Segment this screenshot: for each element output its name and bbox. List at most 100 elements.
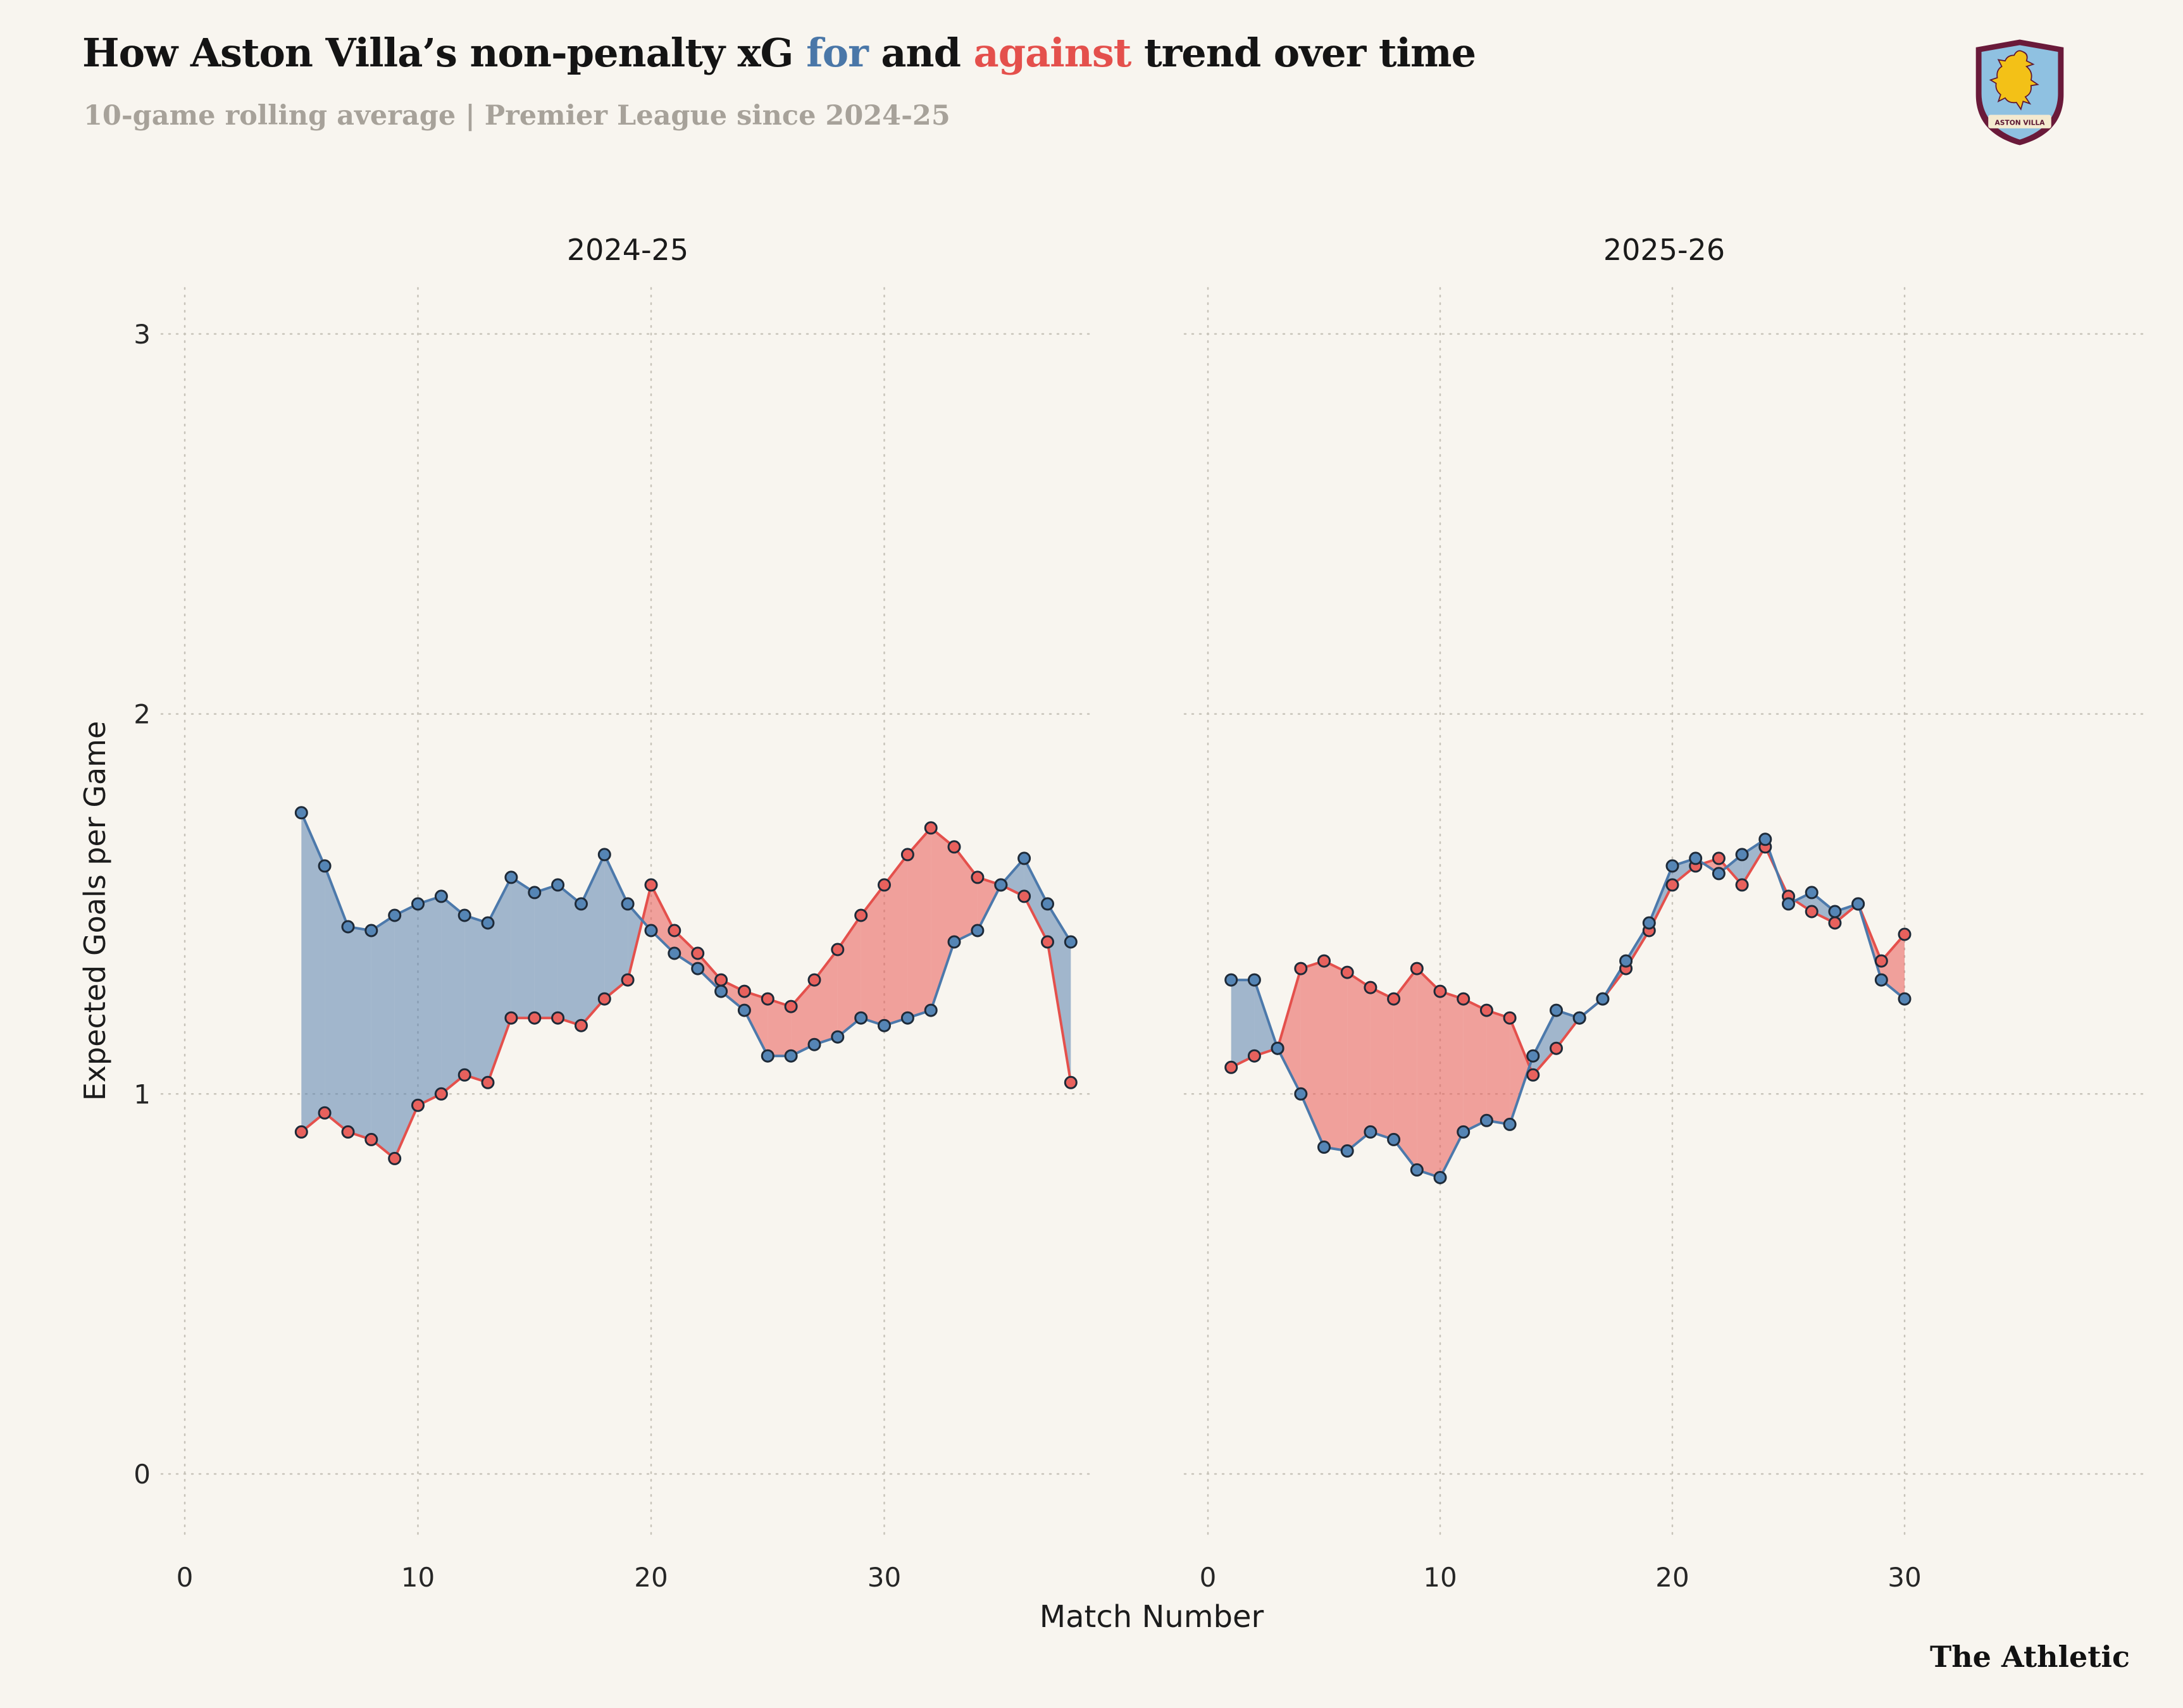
the-athletic-logo: The Athletic [1929, 1640, 2130, 1674]
data-point-for [1735, 848, 1749, 862]
panel-2025-26: 0 10 20 30 [1183, 287, 2148, 1593]
fill-region [511, 877, 535, 1018]
fill-region [1347, 972, 1371, 1151]
fill-region [791, 980, 814, 1056]
data-point-for [1619, 954, 1633, 968]
title-post: trend over time [1131, 30, 1476, 76]
fill-region [441, 896, 465, 1094]
data-point-against [1064, 1075, 1078, 1089]
data-point-against [457, 1068, 471, 1082]
x-axis-title: Match Number [1039, 1599, 1264, 1635]
fill-region [1231, 980, 1255, 1068]
data-point-for [1017, 851, 1031, 865]
facet-label-2024-25: 2024-25 [566, 233, 689, 267]
data-point-against [1364, 981, 1378, 994]
data-point-against [644, 878, 658, 892]
data-point-against [784, 999, 798, 1013]
data-point-for [784, 1049, 798, 1063]
data-point-for [807, 1037, 821, 1051]
data-point-for [1364, 1125, 1378, 1139]
data-point-for [1596, 992, 1610, 1006]
fill-region [1324, 961, 1348, 1151]
fill-region [1533, 1010, 1557, 1075]
data-point-for [761, 1049, 774, 1063]
data-point-against [551, 1011, 565, 1025]
data-point-for [1387, 1132, 1401, 1146]
fill-region [1024, 858, 1048, 942]
fill-region [371, 915, 395, 1159]
x-tick-label: 20 [634, 1562, 668, 1593]
crest-banner-text: ASTON VILLA [1995, 119, 2046, 127]
data-point-for [831, 1030, 845, 1044]
data-point-against [1410, 962, 1424, 975]
y-tick-label: 3 [134, 319, 151, 350]
data-point-for [714, 984, 728, 998]
data-point-against [388, 1151, 402, 1165]
data-point-against [341, 1125, 355, 1139]
data-point-for [1782, 897, 1795, 911]
panel-2024-25: 0 10 20 30 [160, 287, 1096, 1593]
data-point-against [481, 1075, 495, 1089]
title-for-highlight: for [806, 30, 869, 76]
data-point-for [1064, 935, 1078, 949]
y-tick-label: 2 [134, 699, 151, 730]
data-point-against [971, 870, 985, 884]
data-point-for [994, 878, 1008, 892]
title-pre: How Aston Villa’s non-penalty xG [82, 30, 807, 76]
data-point-for [1317, 1140, 1331, 1154]
data-point-for [1828, 905, 1842, 919]
fill-region [1486, 1010, 1510, 1125]
title-mid: and [868, 30, 974, 76]
data-point-against [737, 984, 751, 998]
data-point-for [388, 908, 402, 922]
data-point-for [1457, 1125, 1471, 1139]
data-point-for [1433, 1171, 1447, 1184]
data-point-for [1479, 1113, 1493, 1127]
data-point-against [1712, 851, 1726, 865]
fill-region [1393, 968, 1417, 1170]
y-tick-label: 0 [134, 1459, 151, 1490]
x-tick-label: 20 [1655, 1562, 1689, 1593]
fill-region [861, 884, 885, 1026]
data-point-for [504, 870, 518, 884]
data-point-against [294, 1125, 308, 1139]
lion-icon [1989, 50, 2039, 111]
fill-region [768, 999, 792, 1056]
data-point-against [854, 908, 868, 922]
data-point-for [1294, 1087, 1308, 1101]
fill-region [1278, 968, 1301, 1094]
data-point-against [528, 1011, 542, 1025]
fill-region [907, 827, 931, 1018]
data-point-against [1294, 962, 1308, 975]
x-tick-label: 10 [1423, 1562, 1457, 1593]
data-point-for [1247, 973, 1261, 987]
data-point-for [971, 924, 985, 938]
data-point-for [1041, 897, 1054, 911]
data-point-against [1041, 935, 1054, 949]
x-tick-label: 0 [177, 1562, 194, 1593]
data-point-for [551, 878, 565, 892]
x-tick-label: 10 [401, 1562, 435, 1593]
data-point-for [341, 920, 355, 934]
data-point-against [504, 1011, 518, 1025]
chart-subtitle: 10-game rolling average | Premier League… [84, 100, 950, 132]
data-point-against [1665, 878, 1679, 892]
data-point-for [481, 916, 495, 930]
data-point-against [364, 1132, 378, 1146]
fill-region [1047, 903, 1071, 1083]
fill-region [721, 980, 745, 1011]
data-point-against [924, 821, 938, 835]
y-tick-label: 1 [134, 1079, 151, 1110]
data-point-for [668, 946, 681, 960]
fill-region [325, 865, 348, 1132]
data-point-against [1457, 992, 1471, 1006]
data-point-against [597, 992, 611, 1006]
data-point-against [900, 848, 914, 862]
data-point-for [1340, 1144, 1354, 1158]
data-point-against [1735, 878, 1749, 892]
data-point-for [1271, 1041, 1284, 1055]
data-point-against [831, 943, 845, 956]
fill-region [394, 903, 418, 1159]
fill-region [931, 827, 954, 1011]
